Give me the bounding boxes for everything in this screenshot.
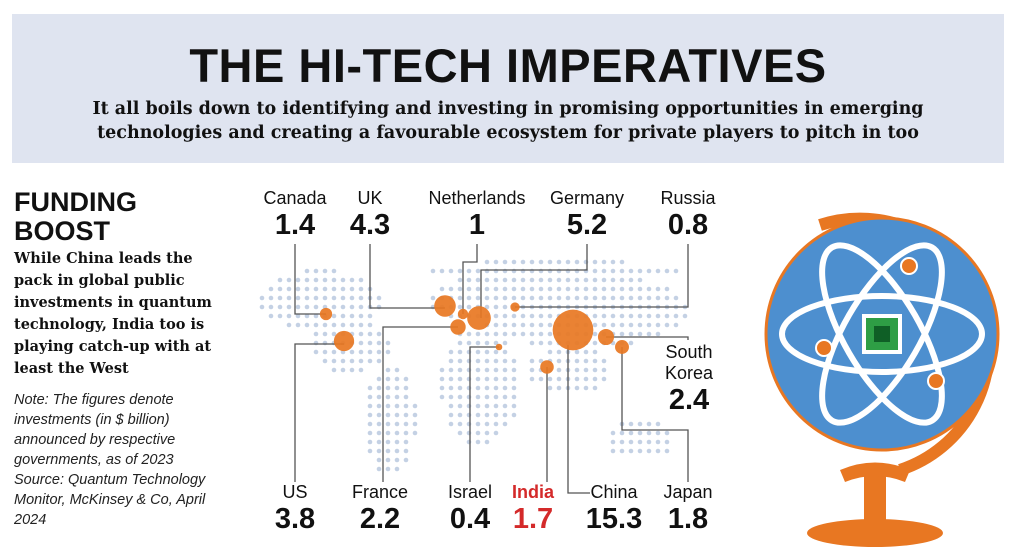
globe xyxy=(764,212,1000,547)
country-value: 2.4 xyxy=(668,384,710,416)
country-value: 15.3 xyxy=(585,503,643,535)
leader-line xyxy=(462,244,478,314)
bubble xyxy=(319,307,333,321)
bubble xyxy=(467,306,491,330)
leader-line xyxy=(480,244,588,318)
country-value: 2.2 xyxy=(359,503,401,535)
map xyxy=(259,244,689,494)
leader-line xyxy=(515,244,689,308)
country-name: Canada xyxy=(263,188,327,208)
leader-line xyxy=(469,346,499,482)
leader-line xyxy=(621,347,689,482)
country-value: 1.4 xyxy=(274,209,316,241)
title: THE HI-TECH IMPERATIVES xyxy=(189,39,827,92)
leader-line xyxy=(567,345,590,494)
country-value: 1.7 xyxy=(512,503,554,535)
country-name: India xyxy=(511,482,555,502)
country-label: Canada 1.4 xyxy=(263,188,326,241)
note: Note: The figures denote investments (in… xyxy=(14,392,176,468)
country-label: South Korea 2.4 xyxy=(659,342,719,416)
bubble xyxy=(457,308,469,320)
bubble xyxy=(510,302,520,312)
sidebar: FUNDING BOOST While China leads the pack… xyxy=(14,188,230,530)
bubble xyxy=(434,295,456,317)
bubble xyxy=(495,343,503,351)
country-label: Israel 0.4 xyxy=(448,482,492,535)
country-label: UK 4.3 xyxy=(350,188,390,241)
country-value: 0.4 xyxy=(449,503,491,535)
leader-line xyxy=(294,244,326,315)
leader-line xyxy=(606,336,689,340)
bubble xyxy=(540,360,554,374)
country-name: Germany xyxy=(549,188,625,208)
country-name: Israel xyxy=(447,482,493,502)
country-value: 1 xyxy=(468,209,486,241)
bubble xyxy=(597,328,615,346)
country-name: China xyxy=(590,482,638,502)
country-value: 5.2 xyxy=(566,209,608,241)
country-label: China 15.3 xyxy=(586,482,642,535)
country-label: France 2.2 xyxy=(352,482,408,535)
country-value: 0.8 xyxy=(667,209,709,241)
country-label: India 1.7 xyxy=(512,482,554,535)
bubble xyxy=(333,330,355,352)
sidebar-title: FUNDING BOOST xyxy=(14,187,137,246)
map-dots xyxy=(259,259,688,472)
country-name: Netherlands xyxy=(428,188,526,208)
header: THE HI-TECH IMPERATIVES It all boils dow… xyxy=(12,14,1004,163)
country-name: South Korea xyxy=(664,342,714,383)
country-name: France xyxy=(351,482,409,502)
bubble xyxy=(450,319,466,335)
country-label: Netherlands 1 xyxy=(428,188,525,241)
country-label: Japan 1.8 xyxy=(663,482,712,535)
country-value: 1.8 xyxy=(667,503,709,535)
country-name: US xyxy=(282,482,308,502)
leader-line xyxy=(294,343,344,482)
country-value: 3.8 xyxy=(274,503,316,535)
sidebar-description: While China leads the pack in global pub… xyxy=(14,250,212,377)
leader-line xyxy=(369,244,445,309)
country-label: Germany 5.2 xyxy=(550,188,624,241)
bubble xyxy=(552,309,594,351)
country-name: Russia xyxy=(660,188,716,208)
country-name: UK xyxy=(357,188,383,208)
country-label: Russia 0.8 xyxy=(660,188,715,241)
country-label: US 3.8 xyxy=(275,482,315,535)
source: Source: Quantum Technology Monitor, McKi… xyxy=(14,472,206,528)
bubble xyxy=(615,340,629,354)
country-value: 4.3 xyxy=(349,209,391,241)
leader-line xyxy=(382,326,458,482)
subtitle: It all boils down to identifying and inv… xyxy=(92,99,924,143)
country-name: Japan xyxy=(663,482,713,502)
